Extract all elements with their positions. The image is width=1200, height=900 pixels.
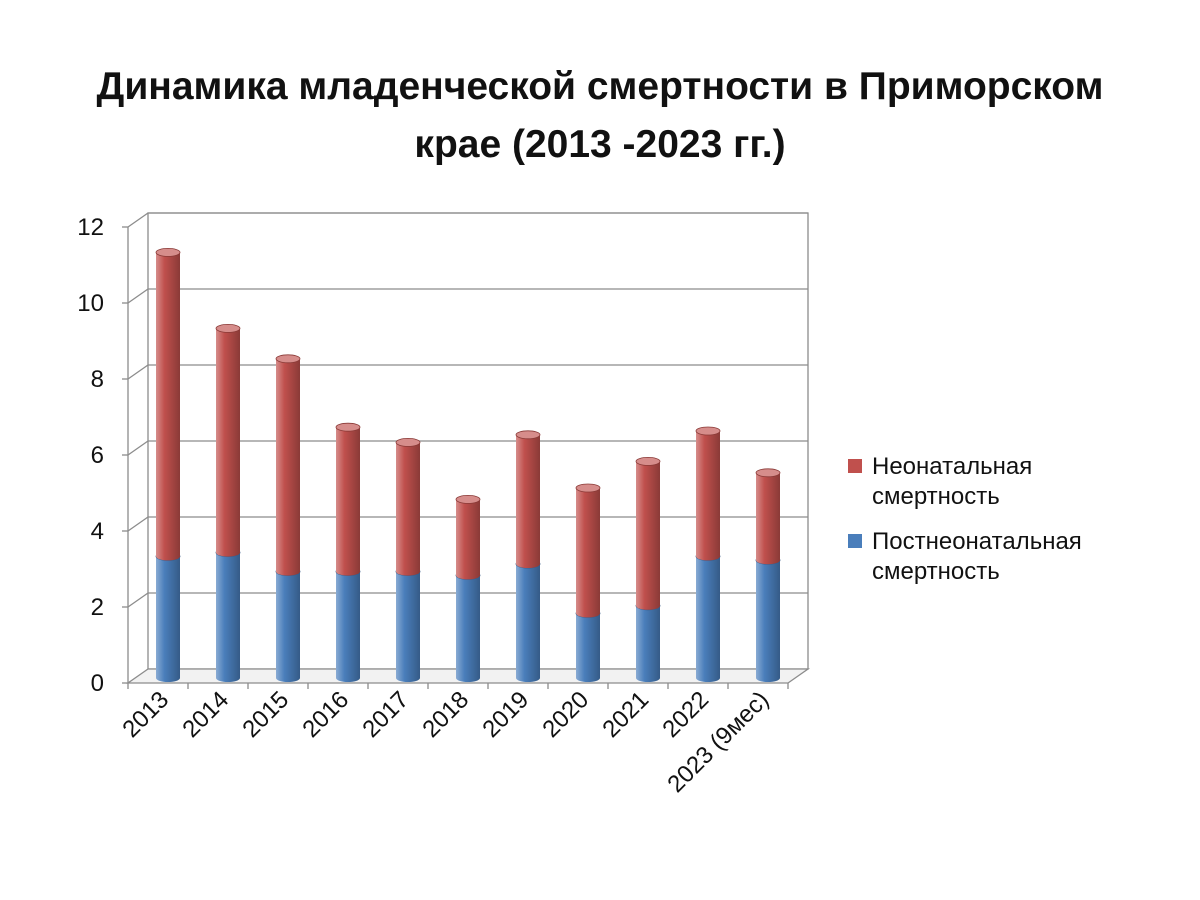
bar-segment-postneonatal bbox=[216, 552, 240, 682]
x-tick-label: 2016 bbox=[297, 686, 354, 743]
y-tick-label: 12 bbox=[77, 214, 104, 241]
x-tick-label: 2020 bbox=[537, 686, 594, 743]
bar-segment-neonatal bbox=[216, 328, 240, 557]
gridline bbox=[127, 288, 808, 304]
chart-title: Динамика младенческой смертности в Примо… bbox=[0, 58, 1200, 174]
bar-cap-neonatal bbox=[515, 430, 541, 440]
bar-segment-postneonatal bbox=[456, 575, 480, 682]
x-tick-label: 2018 bbox=[417, 686, 474, 743]
bar-segment-neonatal bbox=[156, 252, 180, 561]
bar-cap-neonatal bbox=[275, 354, 301, 364]
y-tick-label: 0 bbox=[91, 670, 104, 697]
legend-label: Постнеонатальная bbox=[872, 528, 1082, 555]
bar-cap-neonatal bbox=[575, 483, 601, 493]
legend-swatch bbox=[848, 459, 862, 473]
bar-segment-neonatal bbox=[576, 488, 600, 618]
bar-cap-neonatal bbox=[155, 247, 181, 257]
gridline bbox=[127, 440, 808, 456]
bar-segment-postneonatal bbox=[336, 571, 360, 682]
bar-segment-postneonatal bbox=[276, 571, 300, 682]
x-tick-label: 2021 bbox=[597, 686, 654, 743]
x-tick-label: 2015 bbox=[237, 686, 294, 743]
bar-segment-postneonatal bbox=[696, 556, 720, 682]
bar-cap-neonatal bbox=[335, 422, 361, 432]
legend-label: смертность bbox=[872, 558, 1000, 585]
chart-title-line-1: Динамика младенческой смертности в Примо… bbox=[96, 65, 1104, 108]
bar-segment-neonatal bbox=[516, 434, 540, 568]
gridline bbox=[127, 364, 808, 380]
bar-segment-neonatal bbox=[396, 442, 420, 576]
bar-segment-neonatal bbox=[336, 427, 360, 576]
legend-label: смертность bbox=[872, 483, 1000, 510]
bar-segment-neonatal bbox=[276, 358, 300, 576]
chart-title-line-2: крае (2013 -2023 гг.) bbox=[414, 123, 786, 166]
bar-segment-postneonatal bbox=[636, 605, 660, 682]
legend-swatch bbox=[848, 534, 862, 548]
bar-segment-postneonatal bbox=[516, 564, 540, 682]
bar-segment-neonatal bbox=[636, 461, 660, 610]
bar-segment-postneonatal bbox=[396, 571, 420, 682]
y-tick-label: 8 bbox=[91, 366, 104, 393]
x-tick-label: 2013 bbox=[117, 686, 174, 743]
x-tick-label: 2017 bbox=[357, 686, 414, 743]
bar-cap-neonatal bbox=[215, 323, 241, 333]
x-tick-label: 2019 bbox=[477, 686, 534, 743]
x-tick-label: 2014 bbox=[177, 686, 234, 743]
y-tick-label: 2 bbox=[91, 594, 104, 621]
y-tick-label: 4 bbox=[91, 518, 104, 545]
bar-cap-neonatal bbox=[695, 426, 721, 436]
bar-segment-postneonatal bbox=[576, 613, 600, 682]
y-tick-label: 6 bbox=[91, 442, 104, 469]
bar-cap-neonatal bbox=[455, 494, 481, 504]
bar-segment-postneonatal bbox=[756, 560, 780, 682]
legend-label: Неонатальная bbox=[872, 453, 1032, 480]
y-tick-label: 10 bbox=[77, 290, 104, 317]
bar-cap-neonatal bbox=[755, 468, 781, 478]
bar-cap-neonatal bbox=[635, 456, 661, 466]
bar-segment-neonatal bbox=[756, 472, 780, 565]
bar-segment-neonatal bbox=[696, 431, 720, 561]
bar-segment-neonatal bbox=[456, 499, 480, 580]
bar-segment-postneonatal bbox=[156, 556, 180, 682]
gridline bbox=[127, 212, 808, 228]
bar-cap-neonatal bbox=[395, 437, 421, 447]
